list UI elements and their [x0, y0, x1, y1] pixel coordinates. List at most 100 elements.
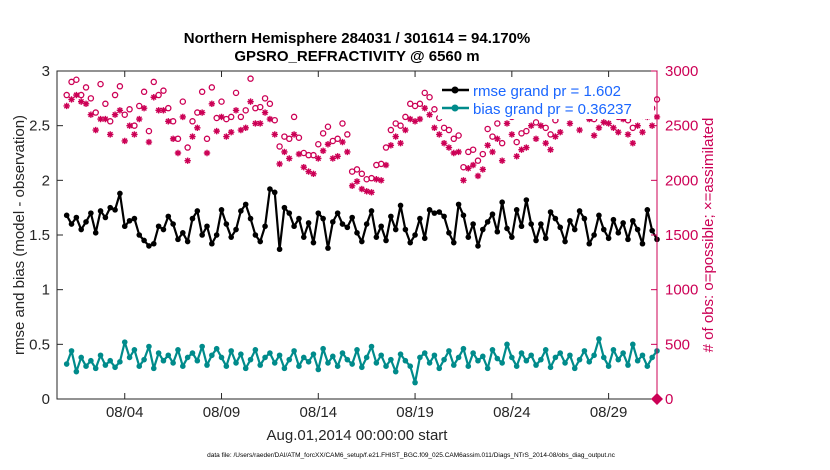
- obs-possible-point: [111, 91, 119, 99]
- obs-possible-point: [179, 98, 187, 105]
- obs-assimilated-point: [416, 115, 424, 123]
- obs-assimilated-point: [513, 153, 520, 160]
- rmse-point: [557, 224, 564, 231]
- bias-point: [567, 352, 573, 359]
- obs-assimilated-point: [465, 165, 472, 172]
- obs-possible-point: [334, 135, 341, 143]
- bias-point: [131, 347, 138, 353]
- rmse-point: [562, 238, 568, 245]
- rmse-point: [107, 204, 114, 211]
- bias-point: [378, 352, 384, 359]
- obs-possible-point: [116, 83, 124, 90]
- rmse-point: [160, 226, 167, 233]
- chart-title: Northern Hemisphere 284031 / 301614 = 94…: [184, 30, 530, 47]
- bias-point: [150, 365, 157, 372]
- obs-assimilated-point: [242, 124, 249, 132]
- bias-point: [596, 336, 602, 342]
- obs-assimilated-point: [165, 118, 172, 125]
- bias-point: [68, 348, 75, 354]
- obs-possible-point: [494, 120, 501, 127]
- bias-point: [180, 363, 186, 370]
- y-left-tick-label: 2: [42, 172, 50, 189]
- bias-point: [97, 352, 104, 359]
- data-file-footnote: data file: /Users/raeder/DAI/ATM_forcXX/…: [207, 452, 616, 459]
- legend-bias-marker: [451, 104, 459, 112]
- rmse-point: [644, 207, 651, 213]
- rmse-point: [480, 226, 486, 233]
- obs-assimilated-point: [373, 176, 380, 183]
- obs-assimilated-point: [353, 178, 361, 185]
- obs-assimilated-point: [634, 122, 641, 129]
- obs-assimilated-point: [160, 107, 167, 114]
- rmse-point: [605, 235, 612, 242]
- obs-assimilated-point: [518, 146, 525, 153]
- rmse-point: [175, 236, 181, 243]
- bias-point: [571, 365, 578, 372]
- obs-possible-point: [319, 130, 327, 137]
- rmse-point: [354, 230, 360, 236]
- bias-point: [576, 356, 583, 363]
- bias-point: [204, 362, 210, 368]
- bias-point: [605, 363, 612, 370]
- bias-point: [431, 352, 438, 359]
- y-left-tick-label: 2.5: [29, 118, 50, 135]
- bias-point: [489, 347, 496, 353]
- bias-point: [213, 345, 220, 352]
- obs-assimilated-point: [542, 139, 549, 147]
- obs-assimilated-point: [494, 135, 501, 142]
- legend-rmse-marker: [451, 86, 459, 94]
- bias-point: [552, 354, 559, 361]
- obs-assimilated-point: [179, 113, 187, 121]
- bias-point: [426, 360, 433, 366]
- rmse-point: [238, 208, 244, 214]
- obs-assimilated-point: [126, 122, 133, 129]
- obs-assimilated-point: [136, 115, 143, 123]
- rmse-point: [649, 227, 655, 234]
- rmse-point: [639, 240, 646, 247]
- obs-possible-point: [247, 75, 254, 82]
- obs-assimilated-point: [315, 155, 322, 162]
- obs-possible-point: [324, 123, 332, 131]
- y-left-tick-label: 0: [42, 391, 50, 408]
- obs-assimilated-point: [77, 98, 85, 105]
- obs-assimilated-point: [198, 109, 206, 116]
- bias-point: [484, 365, 491, 372]
- obs-assimilated-point: [382, 161, 390, 169]
- x-tick-label: 08/14: [300, 404, 338, 421]
- bias-point: [644, 363, 651, 370]
- rmse-point: [155, 223, 162, 230]
- rmse-point: [233, 226, 239, 233]
- x-tick-label: 08/29: [590, 404, 628, 421]
- bias-point: [310, 351, 317, 357]
- bias-point: [83, 363, 89, 370]
- rmse-point: [150, 240, 157, 247]
- rmse-point: [117, 190, 123, 197]
- rmse-point: [199, 232, 205, 238]
- obs-possible-point: [73, 76, 80, 83]
- bias-point: [639, 352, 646, 359]
- rmse-point: [441, 213, 447, 220]
- chart-subtitle: GPSRO_REFRACTIVITY @ 6560 m: [234, 48, 479, 65]
- obs-possible-point: [242, 107, 249, 114]
- rmse-point: [523, 197, 530, 203]
- bias-point: [499, 360, 505, 366]
- rmse-point: [489, 211, 496, 218]
- rmse-point: [126, 217, 133, 224]
- bias-point: [528, 352, 534, 359]
- obs-assimilated-point: [590, 132, 598, 139]
- obs-possible-point: [368, 174, 375, 182]
- rmse-point: [170, 221, 176, 227]
- rmse-point: [63, 212, 70, 219]
- obs-possible-point: [63, 91, 70, 99]
- bias-point: [586, 359, 593, 365]
- bias-point: [281, 365, 288, 372]
- bias-point: [436, 365, 443, 372]
- bias-point: [315, 366, 322, 373]
- rmse-point: [121, 223, 128, 230]
- y-left-tick-label: 1.5: [29, 227, 50, 244]
- rmse-point: [392, 226, 399, 233]
- rmse-point: [455, 201, 462, 208]
- rmse-point: [620, 220, 626, 226]
- y-right-tick-label: 1000: [665, 282, 698, 299]
- bias-point: [291, 348, 297, 354]
